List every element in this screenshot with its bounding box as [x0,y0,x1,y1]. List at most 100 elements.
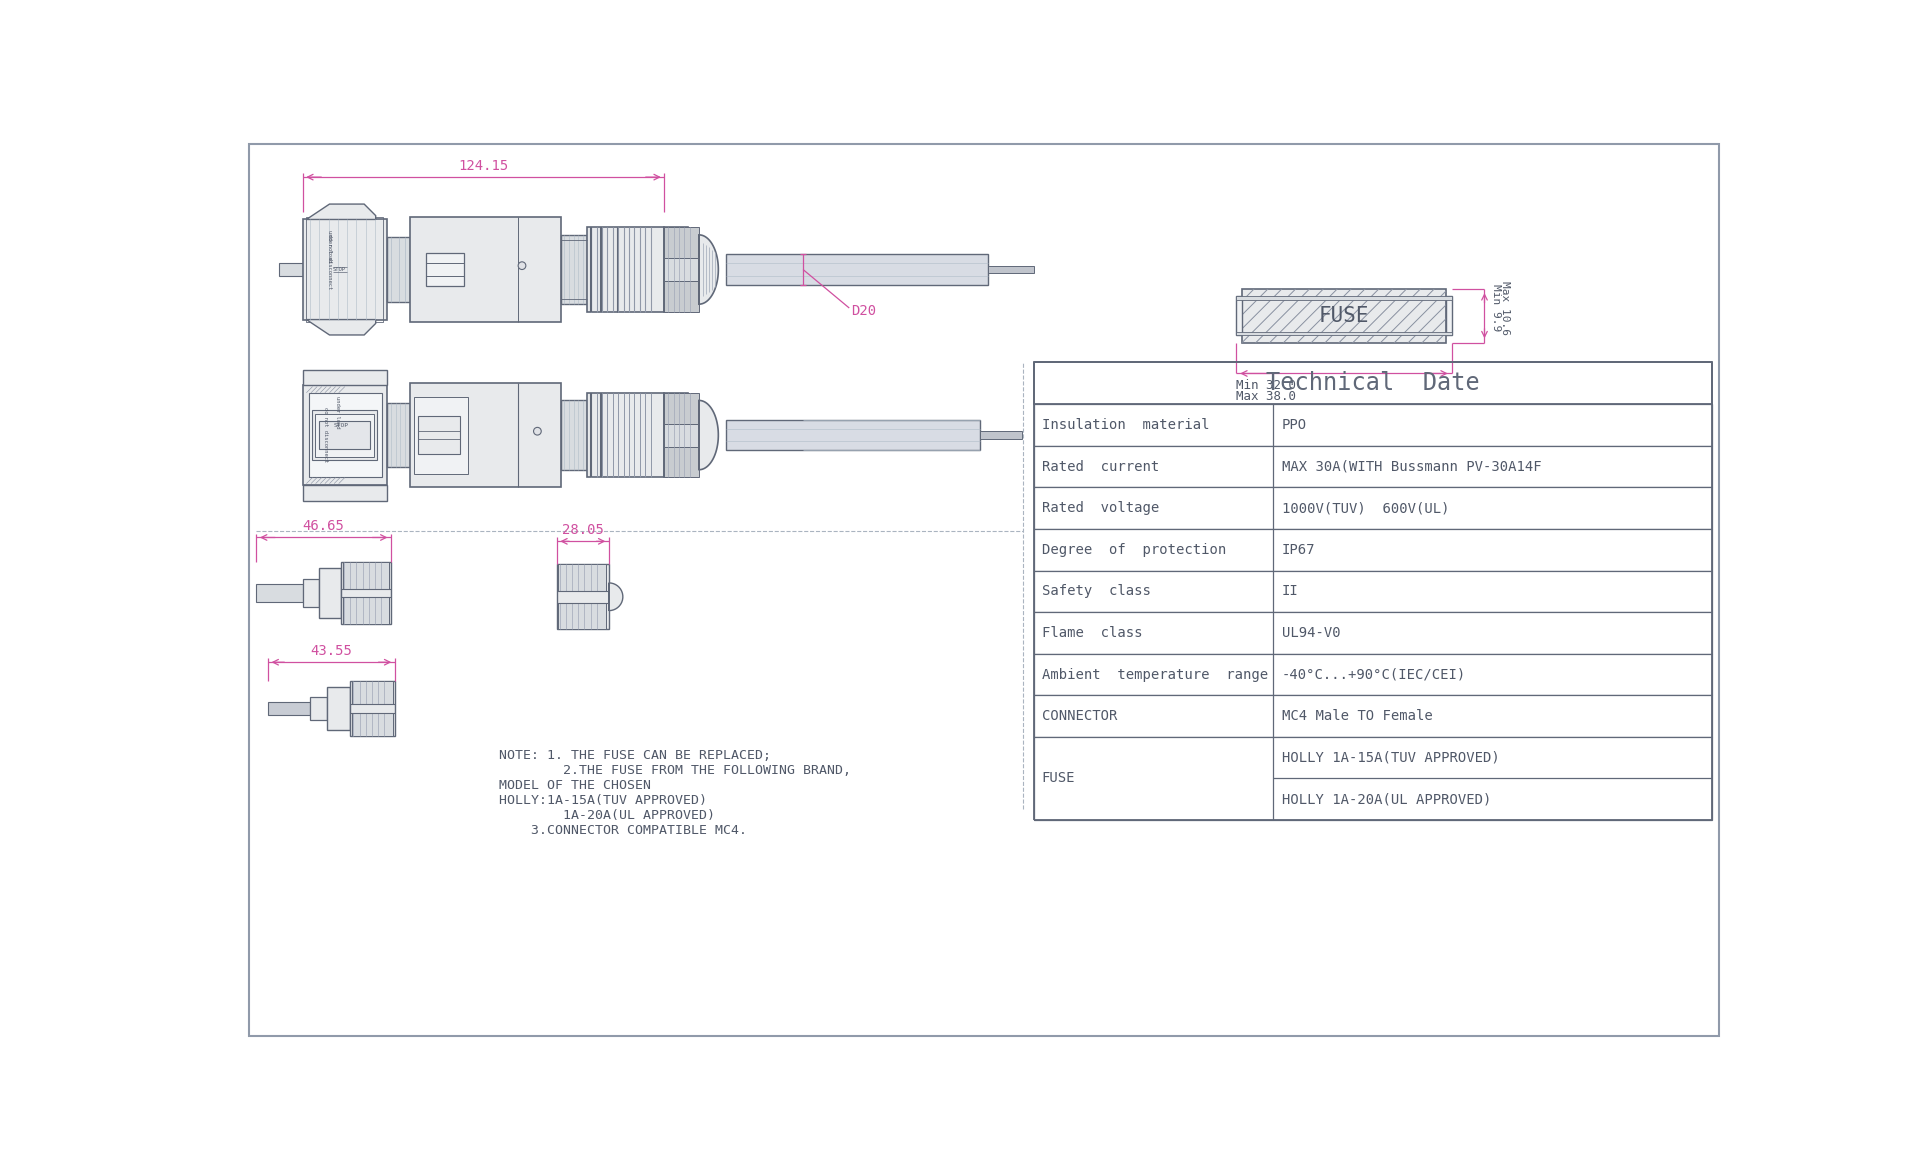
Bar [315,413,374,457]
Text: STOP: STOP [334,423,349,429]
Circle shape [518,262,526,270]
Bar [319,569,342,618]
Bar [342,562,388,589]
Text: FUSE: FUSE [1043,772,1075,786]
Text: II: II [1283,584,1298,598]
Bar [1446,297,1452,335]
Text: 1000V(TUV)  600V(UL): 1000V(TUV) 600V(UL) [1283,501,1450,515]
Bar [726,255,989,285]
Bar [326,687,349,730]
Bar [411,383,561,487]
Text: STOP: STOP [332,267,346,272]
Bar [664,424,699,446]
Bar [280,263,303,276]
Bar [342,597,388,624]
Bar [979,431,1023,439]
Bar [561,235,588,304]
Bar [351,712,392,736]
Text: 43.55: 43.55 [311,644,353,658]
Polygon shape [699,401,718,470]
Bar [1035,654,1711,695]
Bar [411,217,561,322]
Text: CONNECTOR: CONNECTOR [1043,709,1117,723]
Bar [1236,297,1452,299]
Text: IP67: IP67 [1283,543,1315,557]
Bar [311,410,376,460]
Bar [351,681,392,704]
Text: HOLLY 1A-15A(TUV APPROVED): HOLLY 1A-15A(TUV APPROVED) [1283,751,1500,765]
Text: do not disconnect: do not disconnect [326,235,332,290]
Bar [559,603,607,630]
Bar [257,584,303,603]
Text: NOTE: 1. THE FUSE CAN BE REPLACED;
        2.THE FUSE FROM THE FOLLOWING BRAND,
: NOTE: 1. THE FUSE CAN BE REPLACED; 2.THE… [499,749,851,837]
Bar [311,697,326,719]
Bar [303,369,388,385]
Polygon shape [307,204,376,220]
Text: Flame  class: Flame class [1043,626,1142,640]
Text: Insulation  material: Insulation material [1043,418,1210,432]
Bar [303,485,388,501]
Bar [303,220,388,320]
Bar [557,564,609,630]
Text: 124.15: 124.15 [459,159,509,173]
Text: Degree  of  protection: Degree of protection [1043,543,1227,557]
Bar [269,702,311,715]
Polygon shape [699,235,718,304]
Bar [1242,288,1446,342]
Text: Safety  class: Safety class [1043,584,1150,598]
Bar [388,403,411,467]
Text: PPO: PPO [1283,418,1308,432]
Bar [1035,612,1711,654]
Bar [588,227,664,312]
Bar [426,252,465,286]
Text: -40°C...+90°C(IEC/CEI): -40°C...+90°C(IEC/CEI) [1283,668,1467,682]
Text: HOLLY 1A-20A(UL APPROVED): HOLLY 1A-20A(UL APPROVED) [1283,792,1492,806]
Text: Min 9.9: Min 9.9 [1490,284,1501,332]
Circle shape [534,427,541,434]
Text: Rated  voltage: Rated voltage [1043,501,1160,515]
Text: MAX 30A(WITH Bussmann PV-30A14F: MAX 30A(WITH Bussmann PV-30A14F [1283,460,1542,474]
Bar [1035,571,1711,612]
Bar [664,227,687,312]
Text: under load: under load [334,396,340,429]
Bar [1035,695,1711,737]
Bar [1035,529,1711,571]
Bar [319,422,369,449]
Bar [588,392,664,478]
Bar [1236,332,1452,335]
Bar [1236,297,1242,335]
Bar [303,579,319,607]
Bar [1035,487,1711,529]
Bar [664,227,699,258]
Bar [559,564,607,591]
Text: do not disconnect: do not disconnect [323,408,328,463]
Bar [342,562,392,624]
Text: 46.65: 46.65 [303,519,346,533]
Bar [419,416,461,454]
Text: FUSE: FUSE [1319,306,1369,326]
Text: MC4 Male TO Female: MC4 Male TO Female [1283,709,1432,723]
Bar [303,385,388,485]
Bar [1035,362,1711,404]
Polygon shape [609,583,622,611]
Bar [415,397,468,473]
Bar [989,265,1035,273]
Bar [561,401,588,470]
Bar [664,392,699,424]
Bar [726,419,979,451]
Bar [309,392,382,478]
Text: Ambient  temperature  range: Ambient temperature range [1043,668,1267,682]
Bar [664,446,699,478]
Bar [349,681,396,736]
Text: Max 10.6: Max 10.6 [1500,281,1509,335]
Text: Max 38.0: Max 38.0 [1236,390,1296,403]
Bar [1035,404,1711,446]
Text: Rated  current: Rated current [1043,460,1160,474]
Bar [307,217,384,322]
Bar [664,258,699,281]
Text: 28.05: 28.05 [563,523,603,537]
Bar [388,237,411,301]
Text: D20: D20 [851,304,876,318]
Bar [1242,288,1446,342]
Text: Technical  Date: Technical Date [1265,371,1480,395]
